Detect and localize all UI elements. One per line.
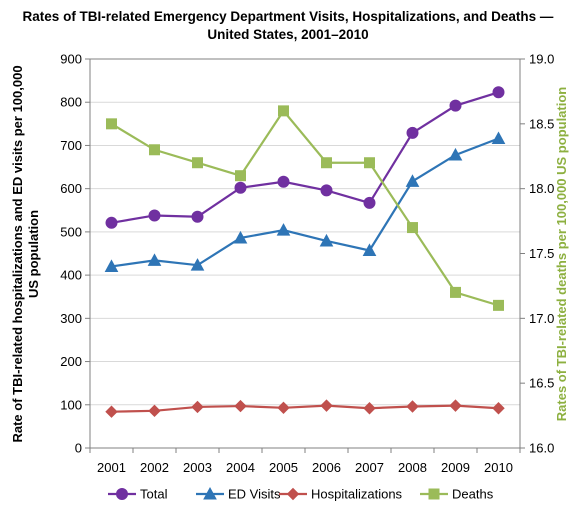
data-point-total (191, 210, 204, 223)
series-ed-visits (104, 131, 506, 272)
data-point-ed-visits (276, 223, 291, 236)
data-point-ed-visits (104, 259, 119, 272)
data-point-total (277, 175, 290, 188)
series-deaths (106, 105, 504, 311)
left-axis-ticks: 0 100 200 300 400 500 600 700 800 900 (60, 52, 90, 456)
data-point-total (148, 209, 161, 222)
data-point-total (105, 216, 118, 229)
data-point-hospitalizations (449, 399, 462, 412)
chart-title-line1: Rates of TBI-related Emergency Departmen… (23, 9, 554, 24)
series-line-total (111, 91, 499, 224)
y-axis-left-label-line1: Rate of TBI-related hospitalizations and… (10, 65, 25, 442)
data-point-ed-visits (233, 230, 248, 244)
series-layer (104, 86, 506, 418)
data-point-total (406, 126, 419, 139)
x-tick-label: 2003 (183, 460, 212, 475)
legend: Total ED Visits Hospitalizations Deaths (108, 487, 494, 502)
series-line-deaths (110, 109, 499, 307)
data-point-deaths (364, 157, 375, 169)
legend-item-ed-visits: ED Visits (196, 487, 281, 502)
left-tick-label: 800 (60, 95, 82, 110)
left-tick-label: 400 (60, 268, 82, 283)
left-tick-label: 200 (60, 354, 82, 369)
data-point-hospitalizations (406, 400, 419, 413)
data-point-hospitalizations (492, 402, 505, 415)
data-point-ed-visits (448, 147, 463, 161)
right-tick-label: 16.5 (529, 376, 554, 391)
left-tick-label: 600 (60, 181, 82, 196)
data-point-total (492, 86, 505, 99)
data-point-hospitalizations (277, 401, 290, 415)
right-tick-label: 18.5 (529, 116, 554, 131)
x-tick-label: 2001 (97, 460, 126, 475)
data-point-ed-visits (147, 253, 162, 266)
legend-marker (116, 488, 128, 500)
x-axis-ticks: 2001 2002 2003 2004 2005 2006 2007 2008 2009 2010 (89, 448, 521, 475)
x-tick-label: 2009 (441, 460, 470, 475)
data-point-deaths (407, 222, 418, 234)
data-point-deaths (493, 299, 504, 311)
x-tick-label: 2004 (226, 460, 255, 475)
left-tick-label: 900 (60, 52, 82, 67)
data-point-hospitalizations (105, 405, 118, 418)
left-tick-label: 100 (60, 397, 82, 412)
data-point-deaths (450, 286, 461, 298)
right-tick-label: 17.0 (529, 311, 554, 326)
right-axis-ticks: 16.0 16.5 17.0 17.5 18.0 18.5 19.0 (520, 52, 554, 456)
legend-label: Hospitalizations (311, 487, 403, 502)
data-point-total (449, 99, 462, 112)
data-point-hospitalizations (320, 399, 333, 412)
right-tick-label: 18.0 (529, 181, 554, 196)
data-point-deaths (235, 170, 246, 182)
data-point-deaths (192, 157, 203, 169)
legend-marker (286, 487, 300, 501)
right-tick-label: 17.5 (529, 246, 554, 261)
series-line-hospitalizations (111, 404, 499, 413)
x-tick-label: 2010 (484, 460, 513, 475)
left-tick-label: 500 (60, 224, 82, 239)
x-tick-label: 2008 (398, 460, 427, 475)
data-point-deaths (278, 105, 289, 117)
data-point-hospitalizations (191, 400, 204, 414)
data-point-hospitalizations (234, 399, 247, 413)
x-tick-label: 2005 (269, 460, 298, 475)
left-tick-label: 300 (60, 311, 82, 326)
data-point-deaths (106, 118, 117, 130)
y-axis-right-label: Rates of TBI-related deaths per 100,000 … (554, 87, 569, 422)
right-tick-label: 19.0 (529, 52, 554, 67)
data-point-hospitalizations (148, 404, 161, 418)
data-point-deaths (149, 144, 160, 156)
data-point-ed-visits (190, 258, 205, 271)
legend-item-total: Total (108, 487, 168, 502)
legend-label: ED Visits (228, 487, 281, 502)
legend-marker (428, 488, 440, 500)
left-tick-label: 700 (60, 138, 82, 153)
data-point-ed-visits (405, 174, 420, 187)
legend-item-hospitalizations: Hospitalizations (279, 487, 403, 502)
legend-label: Total (140, 487, 168, 502)
data-point-ed-visits (362, 243, 377, 256)
legend-label: Deaths (452, 487, 494, 502)
data-point-ed-visits (491, 131, 506, 145)
legend-marker (203, 486, 217, 500)
data-point-hospitalizations (363, 402, 376, 415)
series-line-ed-visits (111, 137, 499, 268)
x-tick-label: 2002 (140, 460, 169, 475)
series-total (105, 86, 505, 229)
data-point-total (363, 196, 376, 209)
right-tick-label: 16.0 (529, 441, 554, 456)
y-axis-left-label-line2: US population (26, 210, 41, 298)
x-tick-label: 2007 (355, 460, 384, 475)
legend-item-deaths: Deaths (420, 487, 494, 502)
data-point-ed-visits (319, 233, 334, 247)
data-point-total (234, 181, 247, 194)
data-point-total (320, 184, 333, 197)
data-point-deaths (321, 157, 332, 169)
series-hospitalizations (105, 399, 505, 418)
x-tick-label: 2006 (312, 460, 341, 475)
chart-title-line2: United States, 2001–2010 (207, 27, 368, 42)
left-tick-label: 0 (75, 441, 82, 456)
